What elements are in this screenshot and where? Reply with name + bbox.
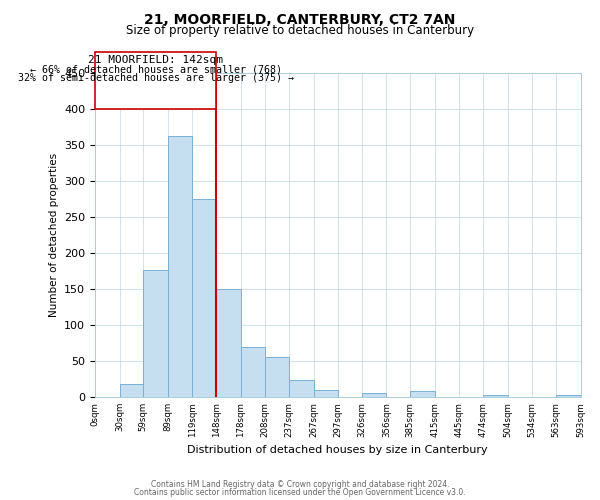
Bar bbox=[314, 390, 338, 397]
X-axis label: Distribution of detached houses by size in Canterbury: Distribution of detached houses by size … bbox=[187, 445, 488, 455]
Bar bbox=[483, 396, 508, 397]
Bar bbox=[193, 199, 216, 397]
Bar bbox=[289, 380, 314, 397]
Text: 21, MOORFIELD, CANTERBURY, CT2 7AN: 21, MOORFIELD, CANTERBURY, CT2 7AN bbox=[145, 12, 455, 26]
Bar bbox=[143, 270, 168, 397]
Bar bbox=[95, 52, 216, 109]
Text: 21 MOORFIELD: 142sqm: 21 MOORFIELD: 142sqm bbox=[88, 55, 223, 65]
Y-axis label: Number of detached properties: Number of detached properties bbox=[49, 153, 59, 317]
Bar bbox=[556, 396, 581, 397]
Bar bbox=[362, 392, 386, 397]
Text: Size of property relative to detached houses in Canterbury: Size of property relative to detached ho… bbox=[126, 24, 474, 37]
Bar bbox=[410, 391, 435, 397]
Text: 32% of semi-detached houses are larger (375) →: 32% of semi-detached houses are larger (… bbox=[17, 73, 293, 83]
Bar bbox=[216, 289, 241, 397]
Bar bbox=[265, 358, 289, 397]
Bar bbox=[241, 346, 265, 397]
Bar bbox=[168, 136, 193, 397]
Text: ← 66% of detached houses are smaller (768): ← 66% of detached houses are smaller (76… bbox=[29, 64, 281, 74]
Text: Contains HM Land Registry data © Crown copyright and database right 2024.: Contains HM Land Registry data © Crown c… bbox=[151, 480, 449, 489]
Bar bbox=[119, 384, 143, 397]
Text: Contains public sector information licensed under the Open Government Licence v3: Contains public sector information licen… bbox=[134, 488, 466, 497]
